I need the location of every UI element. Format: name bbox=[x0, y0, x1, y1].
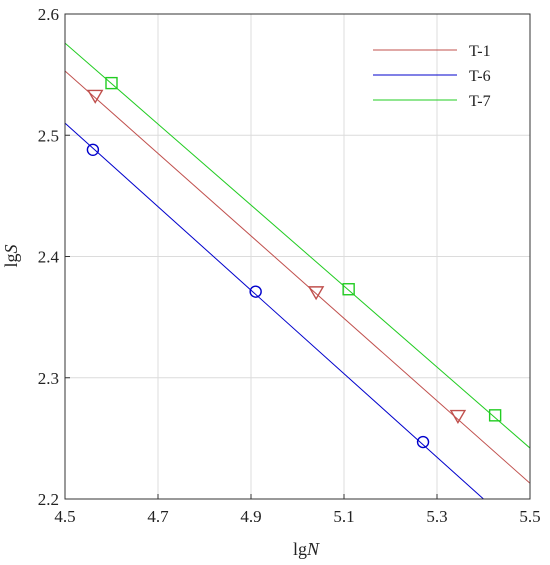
legend-label-t-1: T-1 bbox=[469, 43, 491, 60]
x-tick-label: 5.5 bbox=[519, 507, 540, 526]
y-tick-label: 2.4 bbox=[38, 248, 60, 267]
point-t-1 bbox=[307, 286, 325, 301]
y-tick-label: 2.2 bbox=[38, 490, 59, 509]
point-t-1 bbox=[449, 409, 467, 424]
fit-line-t-7 bbox=[65, 42, 530, 449]
y-tick-label: 2.5 bbox=[38, 126, 59, 145]
x-tick-label: 4.9 bbox=[240, 507, 261, 526]
point-t-7 bbox=[488, 409, 502, 422]
point-t-6 bbox=[86, 143, 100, 157]
x-tick-label: 5.1 bbox=[333, 507, 354, 526]
point-t-1 bbox=[87, 89, 104, 104]
y-tick-label: 2.6 bbox=[38, 5, 59, 24]
legend: T-1 T-6 T-7 bbox=[373, 43, 491, 110]
fit-line-t-1 bbox=[65, 70, 530, 484]
markers bbox=[86, 76, 502, 449]
legend-label-t-6: T-6 bbox=[469, 68, 491, 85]
fit-lines bbox=[65, 42, 530, 499]
grid bbox=[64, 13, 531, 500]
ticks: 4.5 4.7 4.9 5.1 5.3 5.5 2.2 2.3 2.4 2.5 2.6 bbox=[38, 5, 541, 526]
fit-line-t-6 bbox=[65, 122, 484, 499]
x-tick-label: 4.7 bbox=[147, 507, 169, 526]
point-t-6 bbox=[416, 435, 430, 449]
legend-label-t-7: T-7 bbox=[469, 93, 491, 110]
point-t-6 bbox=[249, 285, 262, 298]
x-tick-label: 4.5 bbox=[54, 507, 75, 526]
point-t-7 bbox=[105, 76, 118, 90]
x-axis-label: lgN bbox=[293, 539, 320, 559]
y-axis-label: lgS bbox=[1, 244, 21, 267]
y-tick-label: 2.3 bbox=[38, 369, 59, 388]
point-t-7 bbox=[342, 283, 355, 296]
x-tick-label: 5.3 bbox=[426, 507, 447, 526]
